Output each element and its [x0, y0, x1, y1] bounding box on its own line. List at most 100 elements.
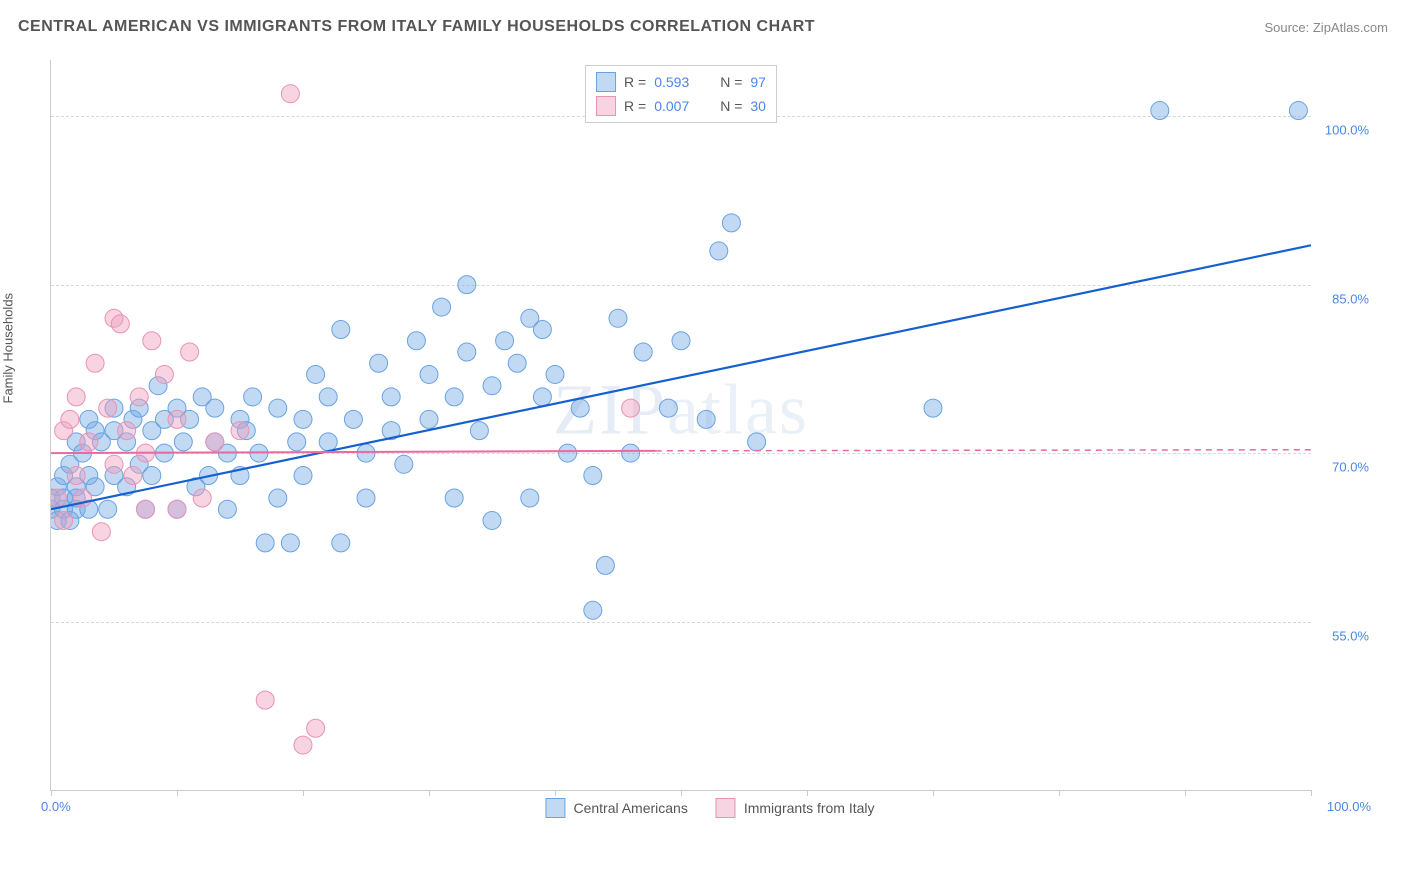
- legend-top: R = 0.593 N = 97 R = 0.007 N = 30: [585, 65, 777, 123]
- source-label: Source: ZipAtlas.com: [1264, 20, 1388, 35]
- data-point: [710, 242, 728, 260]
- legend-bottom-item-2: Immigrants from Italy: [716, 798, 875, 818]
- data-point: [1151, 102, 1169, 120]
- x-max-label: 100.0%: [1327, 799, 1371, 814]
- data-point: [181, 343, 199, 361]
- data-point: [51, 489, 66, 507]
- data-point: [546, 365, 564, 383]
- data-point: [55, 511, 73, 529]
- xtick: [807, 790, 808, 796]
- ytick-label: 100.0%: [1314, 123, 1369, 138]
- data-point: [697, 410, 715, 428]
- data-point: [288, 433, 306, 451]
- data-point: [307, 719, 325, 737]
- data-point: [533, 321, 551, 339]
- xtick: [51, 790, 52, 796]
- data-point: [496, 332, 514, 350]
- data-point: [143, 467, 161, 485]
- swatch-pink: [596, 96, 616, 116]
- data-point: [218, 500, 236, 518]
- data-point: [206, 433, 224, 451]
- data-point: [143, 332, 161, 350]
- chart-title: CENTRAL AMERICAN VS IMMIGRANTS FROM ITAL…: [18, 18, 815, 36]
- data-point: [174, 433, 192, 451]
- data-point: [370, 354, 388, 372]
- data-point: [420, 365, 438, 383]
- data-point: [269, 399, 287, 417]
- x-min-label: 0.0%: [41, 799, 71, 814]
- xtick: [1185, 790, 1186, 796]
- data-point: [269, 489, 287, 507]
- ytick-label: 55.0%: [1314, 628, 1369, 643]
- data-point: [80, 433, 98, 451]
- data-point: [332, 534, 350, 552]
- data-point: [118, 422, 136, 440]
- y-axis-label: Family Households: [1, 293, 16, 404]
- data-point: [1289, 102, 1307, 120]
- data-point: [86, 354, 104, 372]
- xtick: [303, 790, 304, 796]
- data-point: [206, 399, 224, 417]
- ytick-label: 70.0%: [1314, 460, 1369, 475]
- data-point: [168, 500, 186, 518]
- data-point: [67, 388, 85, 406]
- data-point: [111, 315, 129, 333]
- data-point: [458, 276, 476, 294]
- data-point: [319, 433, 337, 451]
- data-point: [521, 489, 539, 507]
- chart-container: ZIPatlas R = 0.593 N = 97 R = 0.007 N = …: [50, 60, 1370, 820]
- plot-area: ZIPatlas R = 0.593 N = 97 R = 0.007 N = …: [50, 60, 1311, 791]
- data-point: [332, 321, 350, 339]
- data-point: [659, 399, 677, 417]
- data-point: [622, 399, 640, 417]
- data-point: [382, 388, 400, 406]
- data-point: [559, 444, 577, 462]
- data-point: [281, 534, 299, 552]
- data-point: [483, 511, 501, 529]
- data-point: [470, 422, 488, 440]
- xtick: [555, 790, 556, 796]
- data-point: [533, 388, 551, 406]
- data-point: [357, 444, 375, 462]
- data-point: [924, 399, 942, 417]
- data-point: [445, 489, 463, 507]
- data-point: [294, 736, 312, 754]
- data-point: [571, 399, 589, 417]
- data-point: [99, 399, 117, 417]
- data-point: [256, 691, 274, 709]
- data-point: [748, 433, 766, 451]
- data-point: [622, 444, 640, 462]
- legend-row-series1: R = 0.593 N = 97: [596, 70, 766, 94]
- data-point: [458, 343, 476, 361]
- swatch-blue: [596, 72, 616, 92]
- data-point: [722, 214, 740, 232]
- chart-header: CENTRAL AMERICAN VS IMMIGRANTS FROM ITAL…: [18, 18, 1388, 36]
- swatch-blue-icon: [545, 798, 565, 818]
- data-point: [634, 343, 652, 361]
- xtick: [1059, 790, 1060, 796]
- legend-bottom: Central Americans Immigrants from Italy: [545, 798, 874, 818]
- data-point: [596, 556, 614, 574]
- data-point: [92, 523, 110, 541]
- data-point: [67, 467, 85, 485]
- data-point: [281, 85, 299, 103]
- data-point: [395, 455, 413, 473]
- xtick: [681, 790, 682, 796]
- data-point: [168, 410, 186, 428]
- legend-row-series2: R = 0.007 N = 30: [596, 94, 766, 118]
- data-point: [433, 298, 451, 316]
- legend-bottom-item-1: Central Americans: [545, 798, 687, 818]
- data-point: [508, 354, 526, 372]
- scatter-svg: [51, 60, 1311, 790]
- data-point: [344, 410, 362, 428]
- data-point: [357, 489, 375, 507]
- data-point: [124, 467, 142, 485]
- data-point: [483, 377, 501, 395]
- data-point: [319, 388, 337, 406]
- data-point: [256, 534, 274, 552]
- xtick: [177, 790, 178, 796]
- data-point: [231, 422, 249, 440]
- data-point: [672, 332, 690, 350]
- swatch-pink-icon: [716, 798, 736, 818]
- data-point: [420, 410, 438, 428]
